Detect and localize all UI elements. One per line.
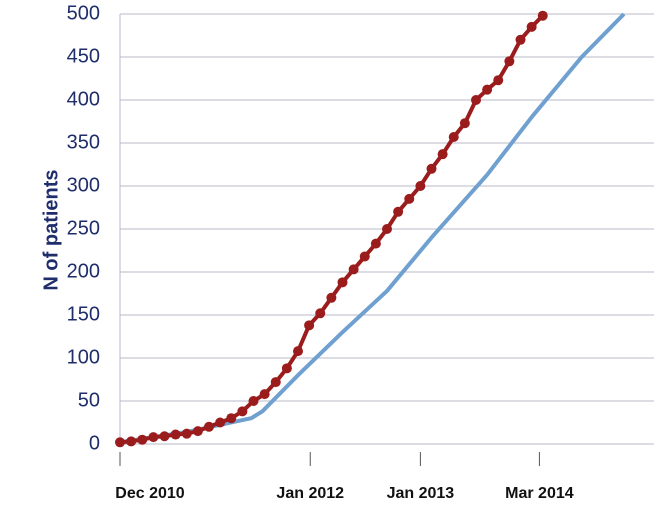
marker	[204, 421, 214, 432]
x-tick-label: Dec 2010	[115, 485, 184, 502]
y-tick-label: 300	[67, 174, 100, 196]
line	[119, 12, 626, 445]
marker	[415, 181, 426, 191]
marker	[293, 346, 303, 357]
marker	[348, 264, 359, 275]
marker	[370, 238, 381, 249]
marker	[237, 406, 248, 417]
marker	[471, 95, 481, 105]
y-tick-label: 250	[67, 217, 100, 239]
marker	[281, 363, 292, 374]
marker	[215, 417, 226, 428]
marker	[448, 131, 459, 142]
marker	[259, 389, 270, 400]
y-tick-label: 450	[67, 45, 100, 67]
marker	[326, 292, 337, 303]
x-tick-label: Jan 2012	[276, 485, 344, 502]
marker	[248, 396, 259, 406]
y-tick-label: 350	[67, 131, 100, 153]
marker	[192, 426, 203, 437]
marker	[337, 277, 348, 288]
marker	[515, 34, 526, 45]
y-tick-label: 400	[67, 88, 100, 110]
marker	[148, 432, 159, 443]
marker	[159, 431, 170, 442]
marker	[181, 428, 192, 439]
marker	[537, 10, 548, 21]
marker	[482, 84, 493, 95]
y-tick-label: 0	[89, 432, 100, 454]
marker	[137, 434, 148, 445]
marker	[115, 437, 125, 448]
y-axis-label: N of patients	[40, 169, 62, 290]
y-tick-label: 500	[67, 2, 100, 24]
marker	[170, 429, 181, 440]
marker	[382, 224, 392, 234]
marker	[493, 75, 504, 86]
x-tick-label: Mar 2014	[505, 485, 574, 502]
marker	[393, 206, 404, 217]
y-tick-label: 50	[78, 389, 100, 411]
marker	[270, 377, 281, 388]
marker	[126, 436, 137, 447]
y-tick-label: 100	[67, 346, 100, 368]
marker	[504, 56, 515, 67]
marker	[404, 193, 415, 204]
y-tick-label: 150	[67, 303, 100, 325]
marker	[304, 320, 315, 331]
marker	[459, 118, 470, 129]
y-tick-label: 200	[67, 260, 100, 282]
marker	[526, 21, 537, 32]
marker	[226, 413, 237, 424]
x-tick-label: Jan 2013	[387, 485, 455, 502]
marker	[437, 149, 448, 160]
marker	[315, 308, 326, 319]
marker	[426, 163, 437, 174]
marker	[359, 251, 370, 262]
